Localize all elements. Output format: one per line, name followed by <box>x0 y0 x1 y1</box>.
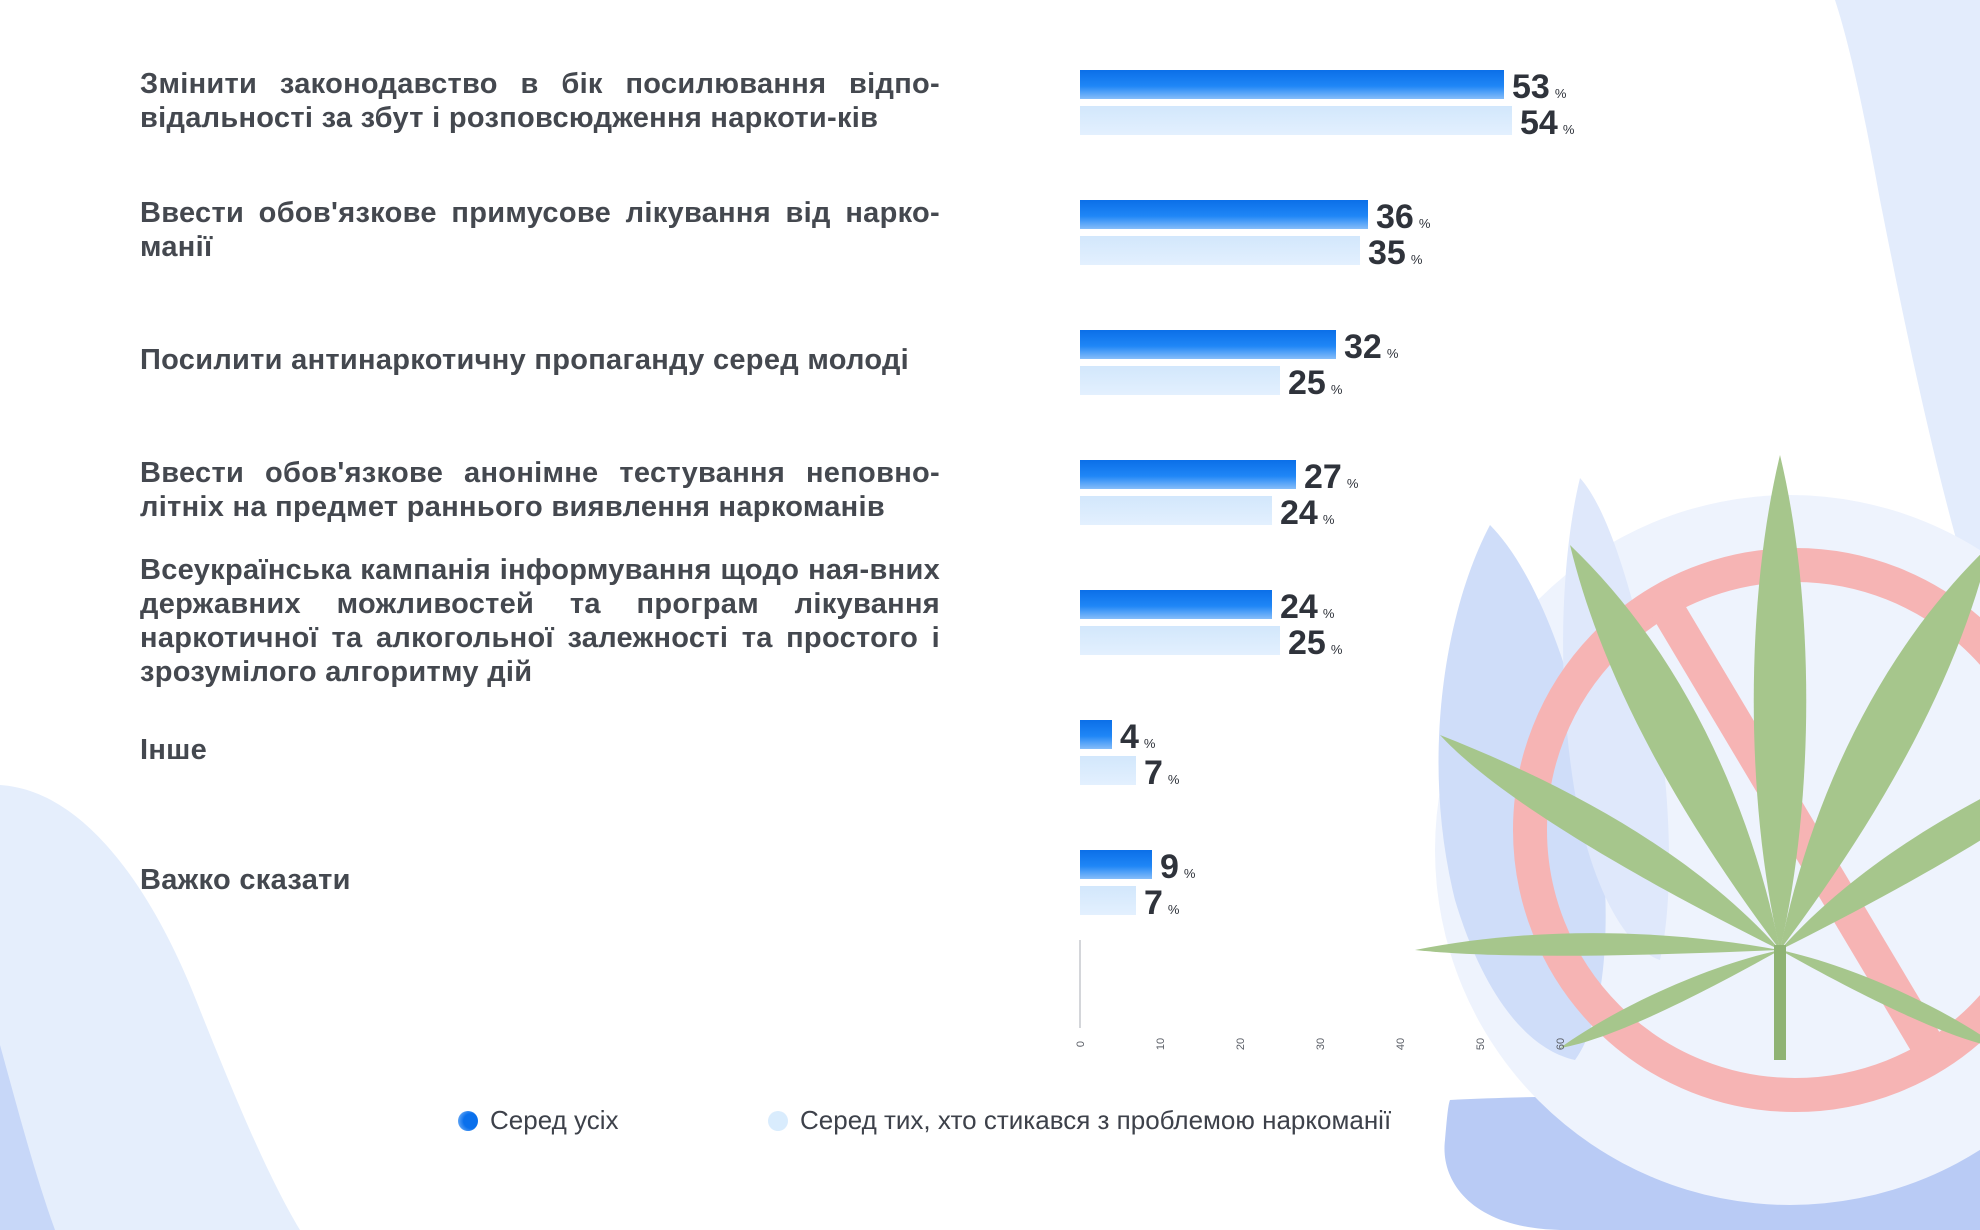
data-label: 36% <box>1376 198 1431 236</box>
data-label: 25% <box>1288 624 1343 662</box>
x-tick-label: 30 <box>1315 1038 1327 1050</box>
data-label: 35% <box>1368 234 1423 272</box>
bar-faced-problem <box>1080 496 1272 525</box>
legend-item-all: Серед усіх <box>458 1105 618 1136</box>
bottom-left-blob <box>0 785 300 1230</box>
data-label: 7% <box>1144 754 1180 792</box>
data-label: 53% <box>1512 68 1567 106</box>
legend-swatch-dark-blue <box>458 1110 478 1131</box>
legend-label: Серед тих, хто стикався з проблемою нарк… <box>800 1105 1392 1135</box>
bar-all <box>1080 200 1368 229</box>
category-label: Важко сказати <box>140 864 351 896</box>
bar-all <box>1080 70 1504 99</box>
data-label: 54% <box>1520 104 1575 142</box>
category-label: Ввести обов'язкове анонімне тестування н… <box>140 457 940 523</box>
cannabis-leaf-icon <box>1415 455 1980 1060</box>
data-label: 27% <box>1304 458 1359 496</box>
bar-all <box>1080 590 1272 619</box>
data-label: 24% <box>1280 588 1335 626</box>
bar-faced-problem <box>1080 626 1280 655</box>
bar-faced-problem <box>1080 756 1136 785</box>
bar-all <box>1080 720 1112 749</box>
category-label: Змінити законодавство в бік посилювання … <box>140 68 940 134</box>
bottom-left-blob-dark <box>0 1045 55 1230</box>
bar-all <box>1080 460 1296 489</box>
data-label: 24% <box>1280 494 1335 532</box>
category-label: Ввести обов'язкове примусове лікування в… <box>140 197 940 263</box>
x-tick-label: 60 <box>1555 1038 1567 1050</box>
bar-faced-problem <box>1080 366 1280 395</box>
data-label: 32% <box>1344 328 1399 366</box>
category-label: Всеукраїнська кампанія інформування щодо… <box>140 554 940 688</box>
bar-all <box>1080 330 1336 359</box>
x-tick-label: 40 <box>1395 1038 1407 1050</box>
data-label: 7% <box>1144 884 1180 922</box>
bar-faced-problem <box>1080 236 1360 265</box>
data-label: 9% <box>1160 848 1196 886</box>
category-label: Посилити антинаркотичну пропаганду серед… <box>140 344 910 376</box>
category-label: Інше <box>140 734 208 766</box>
x-tick-label: 20 <box>1235 1038 1247 1050</box>
data-label: 4% <box>1120 718 1156 756</box>
data-label: 25% <box>1288 364 1343 402</box>
bar-all <box>1080 850 1152 879</box>
legend-label: Серед усіх <box>490 1105 619 1135</box>
legend-item-faced-problem: Серед тих, хто стикався з проблемою нарк… <box>768 1105 1391 1136</box>
legend-swatch-light-blue <box>768 1110 788 1131</box>
bar-faced-problem <box>1080 106 1512 135</box>
x-tick-label: 10 <box>1155 1038 1167 1050</box>
top-right-blob <box>1835 0 1980 620</box>
bar-faced-problem <box>1080 886 1136 915</box>
x-tick-label: 0 <box>1075 1041 1087 1047</box>
x-tick-label: 50 <box>1475 1038 1487 1050</box>
